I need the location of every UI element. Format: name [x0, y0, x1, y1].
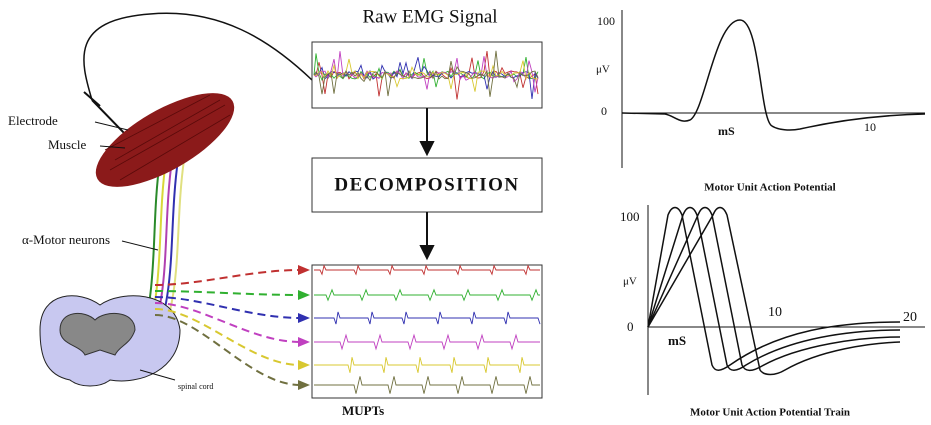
- tick-label: 10: [768, 305, 782, 320]
- trace: [154, 269, 301, 286]
- label: Muscle: [48, 137, 87, 152]
- muscle: [95, 93, 235, 187]
- mupt-box: [311, 264, 543, 399]
- trace: [314, 376, 540, 394]
- trace: [313, 53, 539, 88]
- pointer: [139, 369, 176, 381]
- trace: [313, 51, 539, 100]
- plot-title: Motor Unit Action Potential Train: [690, 407, 850, 419]
- muap-curve: [621, 19, 926, 131]
- axes: [647, 205, 925, 395]
- trace: [314, 288, 540, 302]
- pointer: [99, 145, 126, 149]
- tick-label: 0: [601, 104, 607, 118]
- label: Electrode: [8, 113, 58, 128]
- pointer: [121, 240, 159, 251]
- axis-label: mS: [718, 124, 735, 138]
- trace: [154, 296, 301, 319]
- muscle-fibers: [104, 94, 231, 181]
- trace: [298, 380, 310, 390]
- label: α-Motor neurons: [22, 232, 110, 247]
- tick-label: 100: [597, 14, 615, 28]
- axis-label: μV: [596, 64, 610, 76]
- tick-label: 0: [627, 319, 634, 334]
- plot-title: Motor Unit Action Potential: [704, 182, 835, 194]
- arrow: [419, 212, 435, 261]
- trace: [154, 314, 301, 386]
- trace: [314, 311, 541, 325]
- axis-label: mS: [668, 333, 686, 348]
- trace: [298, 313, 310, 323]
- arrow: [419, 108, 435, 157]
- decomp-label: DECOMPOSITION: [334, 174, 519, 195]
- neuron-bundle: [134, 159, 185, 351]
- trace: [298, 360, 310, 370]
- trace: [298, 337, 310, 347]
- trace: [314, 333, 540, 351]
- electrode-wire: [83, 12, 313, 101]
- mupt-traces: [314, 264, 541, 394]
- mupts-label: MUPTs: [342, 403, 384, 418]
- pointer: [94, 121, 129, 131]
- tick-label: 100: [620, 209, 640, 224]
- trace: [313, 50, 539, 97]
- label: spinal cord: [178, 382, 213, 391]
- muapt-curves: [647, 206, 901, 376]
- trace: [314, 264, 540, 276]
- trace: [154, 290, 301, 296]
- trace: [154, 308, 301, 366]
- tick-label: 20: [903, 310, 917, 325]
- tick-label: 10: [864, 120, 876, 134]
- raw-signal: [313, 50, 539, 100]
- trace: [298, 290, 310, 300]
- trace: [313, 58, 539, 92]
- trace: [298, 265, 310, 275]
- trace: [154, 302, 301, 343]
- raw-title: Raw EMG Signal: [362, 6, 497, 27]
- axes: [621, 10, 925, 168]
- trace: [314, 357, 540, 373]
- grey-matter: [59, 312, 136, 356]
- axis-label: μV: [623, 276, 637, 288]
